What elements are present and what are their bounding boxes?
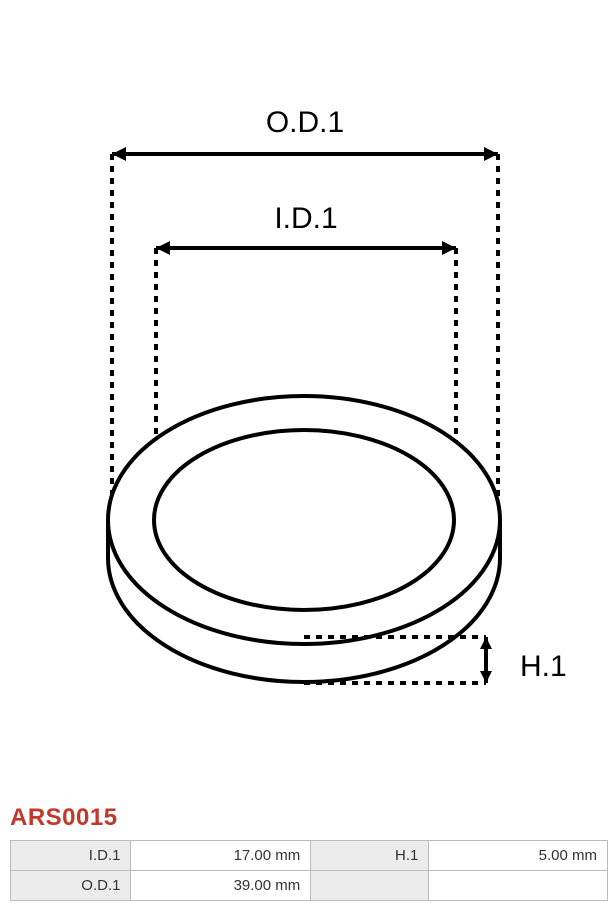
dim-label: I.D.1 — [11, 841, 131, 871]
dim-value: 17.00 mm — [131, 841, 311, 871]
dim-value: 5.00 mm — [429, 841, 608, 871]
dimensions-table: I.D.117.00 mmH.15.00 mm O.D.139.00 mm — [10, 840, 608, 901]
dim-label: O.D.1 — [11, 871, 131, 901]
diagram-area: O.D.1 I.D.1 H.1 — [0, 0, 608, 800]
ring-diagram: O.D.1 I.D.1 H.1 — [0, 0, 608, 800]
svg-text:I.D.1: I.D.1 — [274, 202, 337, 235]
dim-value: 39.00 mm — [131, 871, 311, 901]
dim-value — [429, 871, 608, 901]
svg-text:H.1: H.1 — [520, 650, 567, 683]
dim-label — [311, 871, 429, 901]
svg-text:O.D.1: O.D.1 — [266, 106, 344, 139]
dim-label: H.1 — [311, 841, 429, 871]
part-number-title: ARS0015 — [0, 800, 608, 840]
